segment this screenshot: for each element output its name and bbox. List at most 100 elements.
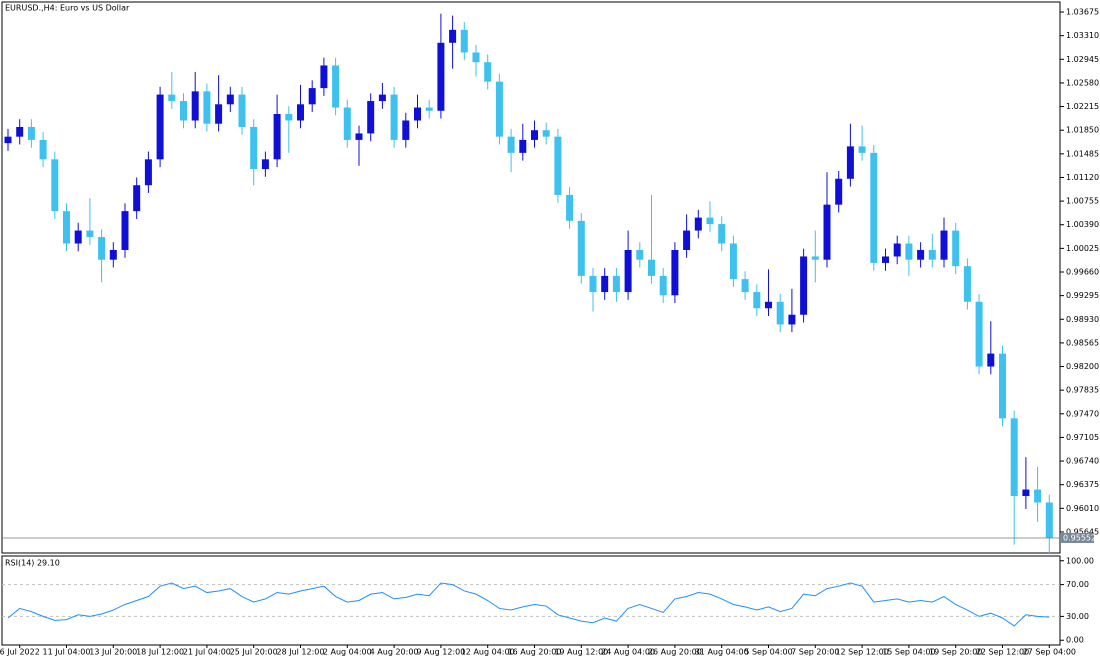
candle-body xyxy=(367,101,375,134)
candle-body xyxy=(1022,489,1030,497)
candle-body xyxy=(332,65,340,108)
candle-body xyxy=(776,301,784,325)
candle-body xyxy=(612,275,620,293)
candle-body xyxy=(542,130,550,137)
x-tick-label: 2 Aug 04:00 xyxy=(323,648,372,657)
x-tick-label: 31 Aug 04:00 xyxy=(695,648,749,657)
y-tick-label: 1.00025 xyxy=(1066,244,1099,253)
candle-body xyxy=(928,249,936,260)
y-tick-label: 1.00390 xyxy=(1066,220,1099,229)
candle-body xyxy=(484,62,492,82)
y-tick-label: 1.01850 xyxy=(1066,126,1099,135)
candle-body xyxy=(98,237,106,260)
x-tick-label: 4 Aug 20:00 xyxy=(370,648,419,657)
candle-body xyxy=(671,249,679,296)
candle-body xyxy=(495,81,503,137)
rsi-tick-label: 0.00 xyxy=(1066,636,1084,645)
x-tick-label: 19 Sep 20:00 xyxy=(929,648,982,657)
candle-body xyxy=(531,130,538,140)
candle-body xyxy=(449,29,457,43)
candle-body xyxy=(226,94,234,105)
candle-body xyxy=(1010,418,1018,497)
candle-body xyxy=(706,217,714,225)
candle-body xyxy=(320,65,328,89)
x-tick-label: 13 Jul 20:00 xyxy=(89,648,137,657)
x-tick-label: 16 Aug 20:00 xyxy=(508,648,562,657)
last-price-box xyxy=(1060,532,1094,543)
rsi-tick-label: 100.00 xyxy=(1066,556,1094,565)
y-tick-label: 0.98200 xyxy=(1066,362,1099,371)
y-tick-label: 1.02580 xyxy=(1066,78,1099,87)
candle-body xyxy=(74,230,82,244)
candle-body xyxy=(168,94,176,102)
candle-body xyxy=(390,94,398,140)
candle-body xyxy=(519,139,527,153)
y-tick-label: 1.02945 xyxy=(1066,55,1099,64)
x-tick-label: 9 Aug 12:00 xyxy=(416,648,465,657)
candle-body xyxy=(566,194,574,221)
candle-body xyxy=(437,42,445,111)
candle-body xyxy=(741,279,749,293)
x-tick-label: 5 Sep 04:00 xyxy=(744,648,792,657)
candle-body xyxy=(882,256,889,263)
candle-body xyxy=(800,256,808,315)
candle-body xyxy=(753,292,761,309)
candle-body xyxy=(683,230,691,250)
candle-body xyxy=(917,249,925,260)
y-tick-label: 0.99660 xyxy=(1066,267,1099,276)
candle-body xyxy=(870,152,878,263)
candle-body xyxy=(507,136,515,153)
rsi-tick-label: 70.00 xyxy=(1066,580,1089,589)
candle-body xyxy=(835,178,843,205)
candle-body xyxy=(718,224,726,244)
y-tick-label: 0.95645 xyxy=(1066,527,1099,536)
x-tick-label: 27 Sep 04:00 xyxy=(1023,648,1076,657)
candle-body xyxy=(554,136,562,195)
candle-body xyxy=(402,120,410,140)
candle-body xyxy=(215,104,223,124)
candle-body xyxy=(250,126,258,170)
chart-title: EURUSD.,H4: Euro vs US Dollar xyxy=(5,4,130,13)
candle-body xyxy=(788,314,796,325)
candle-body xyxy=(203,91,211,124)
y-tick-label: 1.00755 xyxy=(1066,197,1099,206)
candle-body xyxy=(659,275,667,296)
candle-body xyxy=(905,243,913,260)
candle-body xyxy=(63,211,70,244)
x-tick-label: 11 Jul 04:00 xyxy=(43,648,91,657)
rsi-line xyxy=(7,582,1050,627)
candle-body xyxy=(940,230,948,260)
candle-body xyxy=(624,249,632,293)
x-tick-label: 24 Aug 04:00 xyxy=(601,648,655,657)
candle-body xyxy=(589,275,597,293)
y-tick-label: 0.99295 xyxy=(1066,291,1099,300)
candle-body xyxy=(425,107,433,111)
candle-body xyxy=(180,101,187,121)
candle-body xyxy=(109,249,117,260)
x-tick-label: 18 Jul 12:00 xyxy=(136,648,184,657)
candle-body xyxy=(86,230,94,238)
y-tick-label: 0.97835 xyxy=(1066,386,1099,395)
candle-body xyxy=(601,275,609,293)
candle-body xyxy=(308,88,316,105)
candle-body xyxy=(846,146,854,179)
candle-body xyxy=(893,243,901,257)
y-tick-label: 0.97470 xyxy=(1066,409,1099,418)
x-tick-label: 25 Jul 20:00 xyxy=(230,648,278,657)
y-tick-label: 0.96375 xyxy=(1066,480,1099,489)
y-tick-label: 1.01485 xyxy=(1066,149,1099,158)
candle-body xyxy=(355,133,363,140)
candle-body xyxy=(39,139,47,160)
candle-body xyxy=(121,211,129,250)
x-tick-label: 28 Jul 12:00 xyxy=(277,648,325,657)
y-tick-label: 0.98930 xyxy=(1066,315,1099,324)
x-tick-label: 26 Aug 20:00 xyxy=(648,648,702,657)
x-tick-label: 19 Aug 12:00 xyxy=(554,648,608,657)
candle-body xyxy=(811,256,819,260)
candle-body xyxy=(156,94,164,160)
candle-body xyxy=(273,114,281,160)
candle-body xyxy=(729,243,737,280)
candle-body xyxy=(765,301,772,309)
candle-body xyxy=(343,107,351,140)
candle-body xyxy=(858,146,866,153)
